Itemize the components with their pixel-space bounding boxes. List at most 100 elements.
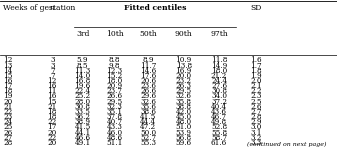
Text: 1.7: 1.7 — [250, 62, 262, 70]
Text: 17.6: 17.6 — [140, 72, 156, 80]
Text: 97th: 97th — [210, 30, 228, 38]
Text: 55.8: 55.8 — [211, 129, 227, 136]
Text: SD: SD — [250, 4, 262, 13]
Text: 24.4: 24.4 — [211, 77, 227, 85]
Text: 2.9: 2.9 — [250, 118, 262, 126]
Text: 3.0: 3.0 — [250, 123, 262, 131]
Text: 28: 28 — [3, 139, 12, 147]
Text: 20: 20 — [48, 139, 57, 147]
Text: 8.9: 8.9 — [143, 56, 154, 64]
Text: 59.6: 59.6 — [176, 139, 192, 147]
Text: 8.8: 8.8 — [109, 56, 120, 64]
Text: 40.7: 40.7 — [106, 118, 123, 126]
Text: 21: 21 — [48, 103, 57, 111]
Text: 35.6: 35.6 — [140, 103, 156, 111]
Text: 16: 16 — [48, 93, 57, 100]
Text: 13: 13 — [3, 62, 12, 70]
Text: 27.6: 27.6 — [211, 82, 227, 90]
Text: 18.0: 18.0 — [106, 77, 123, 85]
Text: 28.0: 28.0 — [74, 98, 91, 106]
Text: 26.6: 26.6 — [140, 87, 156, 95]
Text: 1.6: 1.6 — [250, 56, 262, 64]
Text: 22.4: 22.4 — [74, 87, 91, 95]
Text: 13.8: 13.8 — [176, 62, 192, 70]
Text: 43.3: 43.3 — [106, 123, 123, 131]
Text: 16: 16 — [48, 82, 57, 90]
Text: 3.1: 3.1 — [250, 129, 262, 136]
Text: 11: 11 — [48, 87, 57, 95]
Text: 2.5: 2.5 — [250, 98, 262, 106]
Text: 50.0: 50.0 — [140, 129, 156, 136]
Text: 46.6: 46.6 — [74, 134, 91, 142]
Text: 22: 22 — [48, 134, 57, 142]
Text: 42.0: 42.0 — [176, 108, 192, 116]
Text: 5.9: 5.9 — [77, 56, 88, 64]
Text: 14.9: 14.9 — [211, 62, 227, 70]
Text: 3rd: 3rd — [76, 30, 89, 38]
Text: 44.4: 44.4 — [140, 118, 156, 126]
Text: 27: 27 — [3, 134, 12, 142]
Text: 38.9: 38.9 — [74, 118, 91, 126]
Text: 15.2: 15.2 — [106, 72, 123, 80]
Text: 30.8: 30.8 — [211, 87, 227, 95]
Text: 18: 18 — [48, 113, 57, 121]
Text: 2.0: 2.0 — [250, 77, 262, 85]
Text: 14.6: 14.6 — [140, 67, 156, 75]
Text: 1.9: 1.9 — [250, 72, 262, 80]
Text: 26: 26 — [3, 129, 12, 136]
Text: 29.5: 29.5 — [176, 87, 192, 95]
Text: 12: 12 — [48, 77, 57, 85]
Text: 45.0: 45.0 — [176, 113, 192, 121]
Text: Fitted centiles: Fitted centiles — [124, 4, 186, 13]
Text: 41.5: 41.5 — [74, 123, 91, 131]
Text: 55.3: 55.3 — [140, 139, 156, 147]
Text: 8.5: 8.5 — [77, 62, 88, 70]
Text: 21: 21 — [3, 103, 13, 111]
Text: 14: 14 — [3, 67, 13, 75]
Text: 23.6: 23.6 — [140, 82, 156, 90]
Text: 18: 18 — [48, 108, 57, 116]
Text: 19.6: 19.6 — [74, 82, 91, 90]
Text: 49.1: 49.1 — [74, 139, 91, 147]
Text: 48.0: 48.0 — [176, 118, 192, 126]
Text: 56.8: 56.8 — [176, 134, 192, 142]
Text: 26.6: 26.6 — [106, 93, 123, 100]
Text: 44.1: 44.1 — [74, 129, 91, 136]
Text: 52.8: 52.8 — [211, 123, 227, 131]
Text: 36.2: 36.2 — [74, 113, 91, 121]
Text: 35.8: 35.8 — [176, 98, 192, 106]
Text: 2.2: 2.2 — [250, 87, 262, 95]
Text: 3.3: 3.3 — [250, 139, 262, 147]
Text: 51.1: 51.1 — [106, 139, 123, 147]
Text: 11.8: 11.8 — [211, 56, 227, 64]
Text: 23: 23 — [3, 113, 12, 121]
Text: 48.6: 48.6 — [106, 134, 123, 142]
Text: 32.6: 32.6 — [140, 98, 156, 106]
Text: 11.3: 11.3 — [74, 67, 91, 75]
Text: n: n — [50, 4, 55, 13]
Text: 3.2: 3.2 — [250, 134, 262, 142]
Text: 51.0: 51.0 — [176, 123, 192, 131]
Text: 23.7: 23.7 — [106, 87, 123, 95]
Text: 25.2: 25.2 — [74, 93, 91, 100]
Text: 50th: 50th — [140, 30, 157, 38]
Text: 53.9: 53.9 — [176, 129, 192, 136]
Text: 18: 18 — [3, 87, 13, 95]
Text: 20: 20 — [3, 98, 12, 106]
Text: 3: 3 — [50, 62, 55, 70]
Text: 10.9: 10.9 — [176, 56, 192, 64]
Text: 11.7: 11.7 — [140, 62, 156, 70]
Text: 12.3: 12.3 — [106, 67, 123, 75]
Text: 58.7: 58.7 — [211, 134, 227, 142]
Text: 43.6: 43.6 — [211, 108, 227, 116]
Text: 15: 15 — [48, 98, 57, 106]
Text: 25: 25 — [3, 123, 12, 131]
Text: 16.9: 16.9 — [176, 67, 192, 75]
Text: 26.3: 26.3 — [176, 82, 192, 90]
Text: 20.0: 20.0 — [176, 72, 192, 80]
Text: Weeks of gestation: Weeks of gestation — [3, 4, 76, 13]
Text: 14.0: 14.0 — [74, 72, 91, 80]
Text: 41.5: 41.5 — [140, 113, 156, 121]
Text: 46.0: 46.0 — [106, 129, 123, 136]
Text: 7: 7 — [50, 72, 55, 80]
